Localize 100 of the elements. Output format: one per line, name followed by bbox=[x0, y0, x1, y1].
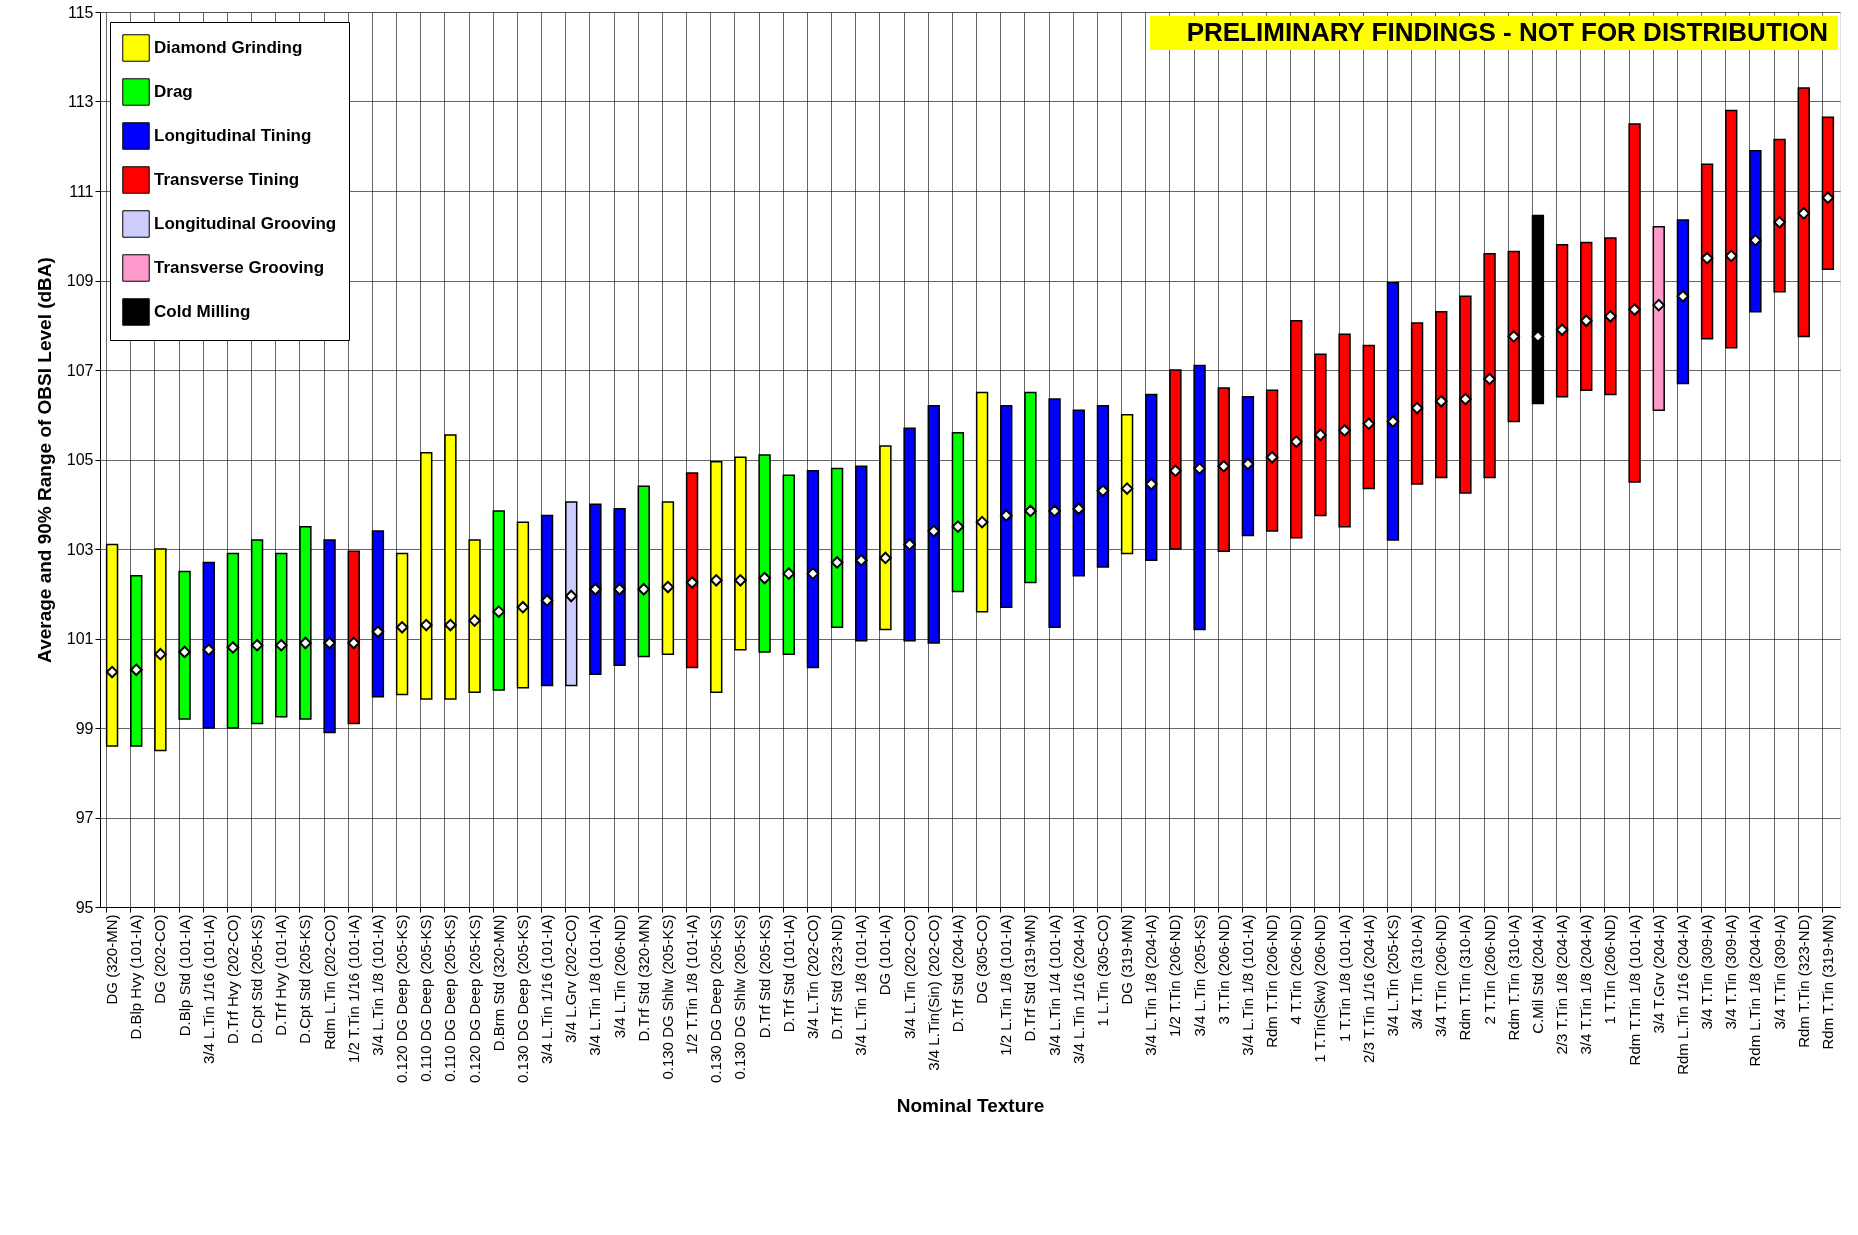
bar bbox=[202, 561, 215, 729]
bar bbox=[927, 405, 940, 644]
x-tick-label: 3/4 L.Tin 1/8 (101-IA) bbox=[1238, 914, 1256, 1056]
bar bbox=[154, 548, 167, 752]
bar bbox=[1725, 109, 1738, 349]
x-tick-label: 3/4 L.Tin 1/16 (101-IA) bbox=[538, 914, 556, 1065]
bar bbox=[1217, 387, 1230, 552]
x-tick-label: 1/2 T.Tin (206-ND) bbox=[1166, 914, 1184, 1038]
bar bbox=[1580, 241, 1593, 391]
x-tick-label: 3/4 L.Tin (202-CO) bbox=[900, 914, 918, 1039]
x-tick-label: 3/4 L.Tin 1/8 (204-IA) bbox=[1142, 914, 1160, 1056]
bar bbox=[782, 474, 795, 655]
x-tick-label: 3/4 L.Tin 1/8 (101-IA) bbox=[586, 914, 604, 1056]
x-tick-label: 0.110 DG Deep (205-KS) bbox=[441, 914, 459, 1082]
y-axis-title: Average and 90% Range of OBSI Level (dBA) bbox=[33, 257, 55, 663]
y-tick-label: 113 bbox=[67, 93, 94, 110]
bar bbox=[1652, 226, 1665, 412]
x-axis-title: Nominal Texture bbox=[896, 1094, 1045, 1116]
x-tick-label: 0.120 DG Deep (205-KS) bbox=[465, 914, 483, 1083]
x-tick-label: 3/4 L.Tin(Sin) (202-CO) bbox=[924, 914, 942, 1071]
bar bbox=[1314, 353, 1327, 517]
bar bbox=[951, 431, 965, 593]
x-tick-label: D.Trf Std (323-ND) bbox=[828, 914, 846, 1040]
y-tick-label: 97 bbox=[75, 809, 94, 826]
y-tick-label: 107 bbox=[66, 361, 94, 379]
bar bbox=[444, 434, 457, 700]
legend-label: Transverse Tining bbox=[154, 170, 300, 189]
bar bbox=[516, 521, 530, 689]
bar bbox=[1555, 243, 1569, 398]
x-tick-label: 2/3 T.Tin 1/16 (204-IA) bbox=[1359, 914, 1377, 1063]
bar bbox=[589, 503, 602, 676]
y-tick-label: 99 bbox=[75, 719, 94, 737]
x-tick-label: 3/4 L.Tin 1/16 (204-IA) bbox=[1069, 914, 1087, 1065]
bar bbox=[975, 391, 989, 613]
x-tick-label: 4 T.Tin (206-ND) bbox=[1287, 914, 1305, 1025]
bar bbox=[178, 570, 191, 720]
x-tick-label: 3/4 L.Tin (206-ND) bbox=[610, 914, 628, 1039]
x-tick-label: 3 T.Tin (206-ND) bbox=[1214, 914, 1232, 1025]
bar bbox=[1676, 219, 1690, 385]
x-tick-label: 1/2 T.Tin 1/16 (101-IA) bbox=[344, 914, 362, 1063]
x-tick-label: D.Brm Std (320-MN) bbox=[489, 914, 507, 1052]
x-tick-label: 3/4 L.Tin (205-KS) bbox=[1190, 914, 1208, 1037]
x-tick-label: D.Blp Std (101-IA) bbox=[175, 914, 193, 1037]
bar bbox=[1169, 369, 1182, 550]
x-tick-label: D.Trf Std (320-MN) bbox=[634, 914, 652, 1042]
x-tick-label: Rdm L.Tin 1/16 (204-IA) bbox=[1673, 914, 1691, 1075]
bar bbox=[806, 469, 820, 669]
bar bbox=[855, 465, 868, 642]
legend-label: Diamond Grinding bbox=[154, 38, 303, 57]
bar bbox=[1000, 405, 1013, 608]
x-tick-label: D.Trf Hvy (101-IA) bbox=[272, 914, 290, 1036]
bar bbox=[1483, 252, 1496, 479]
bar bbox=[1265, 389, 1279, 532]
bar bbox=[1628, 123, 1641, 483]
bar bbox=[1362, 344, 1375, 490]
x-tick-label: C.Mil Std (204-IA) bbox=[1528, 914, 1546, 1034]
legend-label: Longitudinal Grooving bbox=[154, 214, 337, 233]
bar bbox=[492, 510, 505, 691]
y-tick-label: 111 bbox=[69, 182, 94, 200]
bar bbox=[226, 552, 240, 729]
y-tick-label: 105 bbox=[66, 451, 94, 468]
x-tick-label: 2/3 T.Tin 1/8 (204-IA) bbox=[1553, 914, 1571, 1055]
x-tick-label: DG (319-MN) bbox=[1118, 914, 1136, 1005]
x-tick-label: 1/2 L.Tin 1/8 (101-IA) bbox=[997, 914, 1015, 1056]
bar bbox=[1048, 398, 1061, 629]
x-tick-label: 0.130 DG Deep (205-KS) bbox=[513, 914, 531, 1083]
x-tick-label: DG (101-IA) bbox=[876, 914, 894, 996]
x-tick-label: 0.130 DG Shlw (205-KS) bbox=[658, 914, 676, 1080]
bar bbox=[395, 552, 409, 696]
bar bbox=[1604, 237, 1617, 396]
x-tick-label: DG (320-MN) bbox=[103, 914, 121, 1005]
bar bbox=[1773, 138, 1786, 293]
x-tick-label: Rdm T.Tin (310-IA) bbox=[1504, 914, 1522, 1041]
x-tick-label: 1/2 T.Tin 1/8 (101-IA) bbox=[683, 914, 701, 1055]
x-tick-label: D.Cpt Std (205-KS) bbox=[296, 914, 314, 1044]
x-tick-label: D.Cpt Std (205-KS) bbox=[248, 914, 266, 1044]
bar bbox=[1459, 295, 1472, 494]
bar bbox=[637, 485, 650, 658]
bar bbox=[1507, 250, 1520, 423]
x-tick-label: D.Trf Hvy (202-CO) bbox=[223, 914, 241, 1044]
bar bbox=[1290, 320, 1303, 539]
bar bbox=[468, 539, 481, 693]
bar bbox=[685, 472, 699, 669]
y-tick-label: 95 bbox=[75, 898, 94, 916]
bar bbox=[1241, 396, 1255, 537]
x-tick-label: Rdm T.Tin (206-ND) bbox=[1263, 914, 1281, 1048]
annotation: PRELIMINARY FINDINGS - NOT FOR DISTRIBUTION bbox=[1186, 17, 1828, 47]
bar bbox=[420, 452, 433, 700]
x-tick-label: 2 T.Tin (206-ND) bbox=[1480, 914, 1498, 1025]
y-tick-label: 115 bbox=[67, 3, 94, 21]
bar bbox=[1821, 116, 1835, 271]
bar bbox=[371, 530, 385, 698]
x-tick-label: 3/4 L.Tin 1/4 (101-IA) bbox=[1045, 914, 1063, 1056]
x-tick-label: Rdm L.Tin (202-CO) bbox=[320, 914, 338, 1050]
bar bbox=[1145, 393, 1158, 561]
x-tick-label: D.Trf Std (319-MN) bbox=[1021, 914, 1039, 1042]
x-tick-label: Rdm T.Tin (323-ND) bbox=[1794, 914, 1812, 1048]
bar bbox=[275, 552, 288, 718]
x-tick-label: 3/4 T.Grv (204-IA) bbox=[1649, 914, 1667, 1034]
x-tick-label: 1 L.Tin (305-CO) bbox=[1093, 914, 1111, 1027]
